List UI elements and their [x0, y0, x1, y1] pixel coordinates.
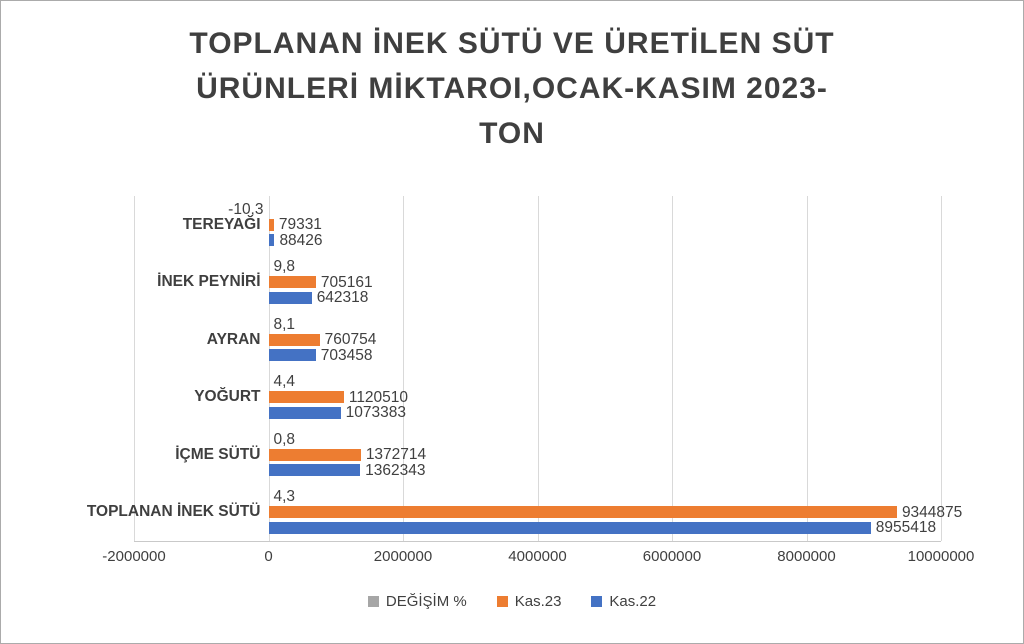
value-label-kas22: 642318 [316, 289, 369, 306]
value-label-degisim: 0,8 [273, 430, 296, 448]
value-label-kas22: 1362343 [365, 461, 426, 479]
value-label-kas23: 760754 [324, 331, 377, 348]
x-tick-label: 2000000 [373, 548, 433, 565]
category-row: TOPLANAN İNEK SÜTÜ 4,3 9344875 8955418 [87, 484, 962, 542]
value-label-kas22: 1073383 [345, 404, 407, 421]
legend-label-kas22: Kas.22 [609, 593, 657, 610]
x-tick-label: 10000000 [907, 548, 975, 565]
category-row: İNEK PEYNİRİ 9,8 705161 642318 [134, 254, 941, 312]
bar-kas23 [268, 391, 344, 404]
bar-kas23 [268, 218, 274, 231]
gridline [268, 196, 270, 541]
value-label-kas23: 9344875 [901, 503, 963, 521]
legend-swatch-kas23 [496, 596, 508, 607]
bar-kas22 [268, 291, 312, 304]
bar-kas22 [268, 349, 316, 362]
value-label-kas23: 79331 [278, 216, 322, 233]
bar-kas22 [268, 234, 275, 247]
bar-kas23 [268, 448, 361, 461]
bar-kas23 [268, 333, 320, 346]
value-label-degisim: 9,8 [273, 258, 296, 275]
category-row: İÇME SÜTÜ 0,8 1372714 1362343 [134, 426, 941, 484]
value-label-degisim: -10,3 [228, 200, 264, 218]
gridline [672, 196, 673, 541]
category-row: YOĞURT 4,4 1120510 1073383 [134, 369, 941, 427]
bar-kas22 [268, 464, 361, 477]
bar-kas22 [268, 406, 341, 419]
gridline [941, 196, 942, 541]
chart-title: TOPLANAN İNEK SÜTÜ VE ÜRETİLEN SÜT ÜRÜNL… [1, 21, 1023, 156]
value-label-degisim: 8,1 [273, 315, 296, 333]
bar-kas22 [268, 521, 871, 534]
value-label-kas23: 1372714 [365, 446, 427, 463]
plot-area: TEREYAĞI -10,3 79331 88426 İNEK PEYNİRİ 9,8 70… [87, 196, 962, 542]
legend-swatch-degisim [367, 596, 379, 607]
category-label: AYRAN [206, 330, 261, 348]
legend-swatch-kas22 [591, 596, 603, 607]
chart-title-line-3: TON [479, 117, 545, 150]
value-label-kas22: 8955418 [875, 519, 937, 536]
category-label: TOPLANAN İNEK SÜTÜ [86, 503, 261, 521]
value-label-degisim: 4,4 [273, 373, 296, 390]
value-label-kas23: 705161 [320, 273, 373, 291]
chart-title-line-1: TOPLANAN İNEK SÜTÜ VE ÜRETİLEN SÜT [189, 27, 835, 60]
x-tick-label: -2000000 [102, 548, 166, 565]
gridline [403, 196, 404, 541]
legend-item-degisim: DEĞİŞİM % [367, 593, 467, 610]
legend-label-degisim: DEĞİŞİM % [385, 593, 467, 610]
legend-label-kas23: Kas.23 [514, 593, 562, 610]
x-tick-label: 4000000 [508, 548, 567, 565]
x-tick-label: 8000000 [777, 548, 836, 565]
gridline [806, 196, 808, 541]
gridline [134, 196, 135, 541]
x-tick-label: 0 [264, 548, 273, 565]
value-label-kas22: 88426 [279, 231, 323, 249]
category-row: TEREYAĞI -10,3 79331 88426 [134, 196, 941, 254]
gridline [537, 196, 539, 541]
category-row: AYRAN 8,1 760754 703458 [134, 311, 941, 369]
value-label-kas23: 1120510 [348, 388, 409, 406]
value-label-degisim: 4,3 [273, 488, 296, 505]
bar-kas23 [268, 506, 897, 519]
category-label: TEREYAĞI [182, 215, 261, 233]
x-tick-label: 6000000 [642, 548, 702, 565]
value-label-kas22: 703458 [320, 346, 373, 364]
legend-item-kas23: Kas.23 [496, 593, 562, 610]
legend: DEĞİŞİM % Kas.23 Kas.22 [1, 593, 1023, 610]
category-label: YOĞURT [194, 388, 261, 406]
chart-title-line-2: ÜRÜNLERİ MİKTAROI,OCAK-KASIM 2023- [196, 72, 828, 105]
category-label: İÇME SÜTÜ [175, 445, 261, 463]
bar-kas23 [268, 276, 316, 289]
category-label: İNEK PEYNİRİ [157, 273, 261, 291]
legend-item-kas22: Kas.22 [591, 593, 656, 610]
x-axis: -2000000 0 2000000 4000000 6000000 8000000 100… [102, 548, 974, 570]
